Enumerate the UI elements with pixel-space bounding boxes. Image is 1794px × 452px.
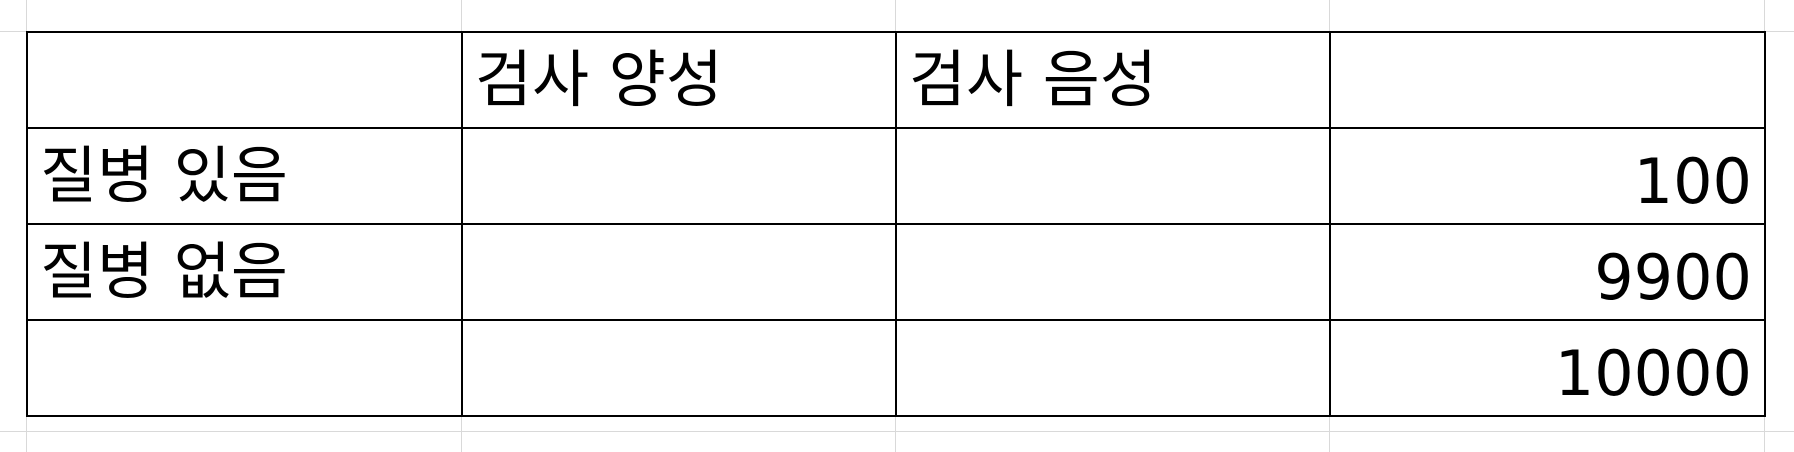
cell-header-test-negative[interactable]: 검사 음성	[895, 31, 1331, 129]
cell-total[interactable]: 100	[1329, 127, 1766, 225]
cell-total[interactable]: 9900	[1329, 223, 1766, 321]
table-row: 10000	[26, 319, 1766, 417]
table-row: 질병 없음 9900	[26, 223, 1766, 321]
cell-row-label[interactable]: 질병 없음	[26, 223, 463, 321]
table-row: 질병 있음 100	[26, 127, 1766, 225]
cell-header-empty[interactable]	[26, 31, 463, 129]
cell-row-label[interactable]	[26, 319, 463, 417]
cell-negative[interactable]	[895, 319, 1331, 417]
cell-header-test-positive[interactable]: 검사 양성	[461, 31, 897, 129]
cell-positive[interactable]	[461, 127, 897, 225]
cell-negative[interactable]	[895, 127, 1331, 225]
cell-header-total[interactable]	[1329, 31, 1766, 129]
cell-positive[interactable]	[461, 319, 897, 417]
cell-grand-total[interactable]: 10000	[1329, 319, 1766, 417]
data-table: 검사 양성 검사 음성 질병 있음 100 질병 없음 9900 10000	[26, 31, 1766, 417]
cell-negative[interactable]	[895, 223, 1331, 321]
gridline	[0, 431, 1794, 432]
cell-row-label[interactable]: 질병 있음	[26, 127, 463, 225]
table-header-row: 검사 양성 검사 음성	[26, 31, 1766, 129]
cell-positive[interactable]	[461, 223, 897, 321]
